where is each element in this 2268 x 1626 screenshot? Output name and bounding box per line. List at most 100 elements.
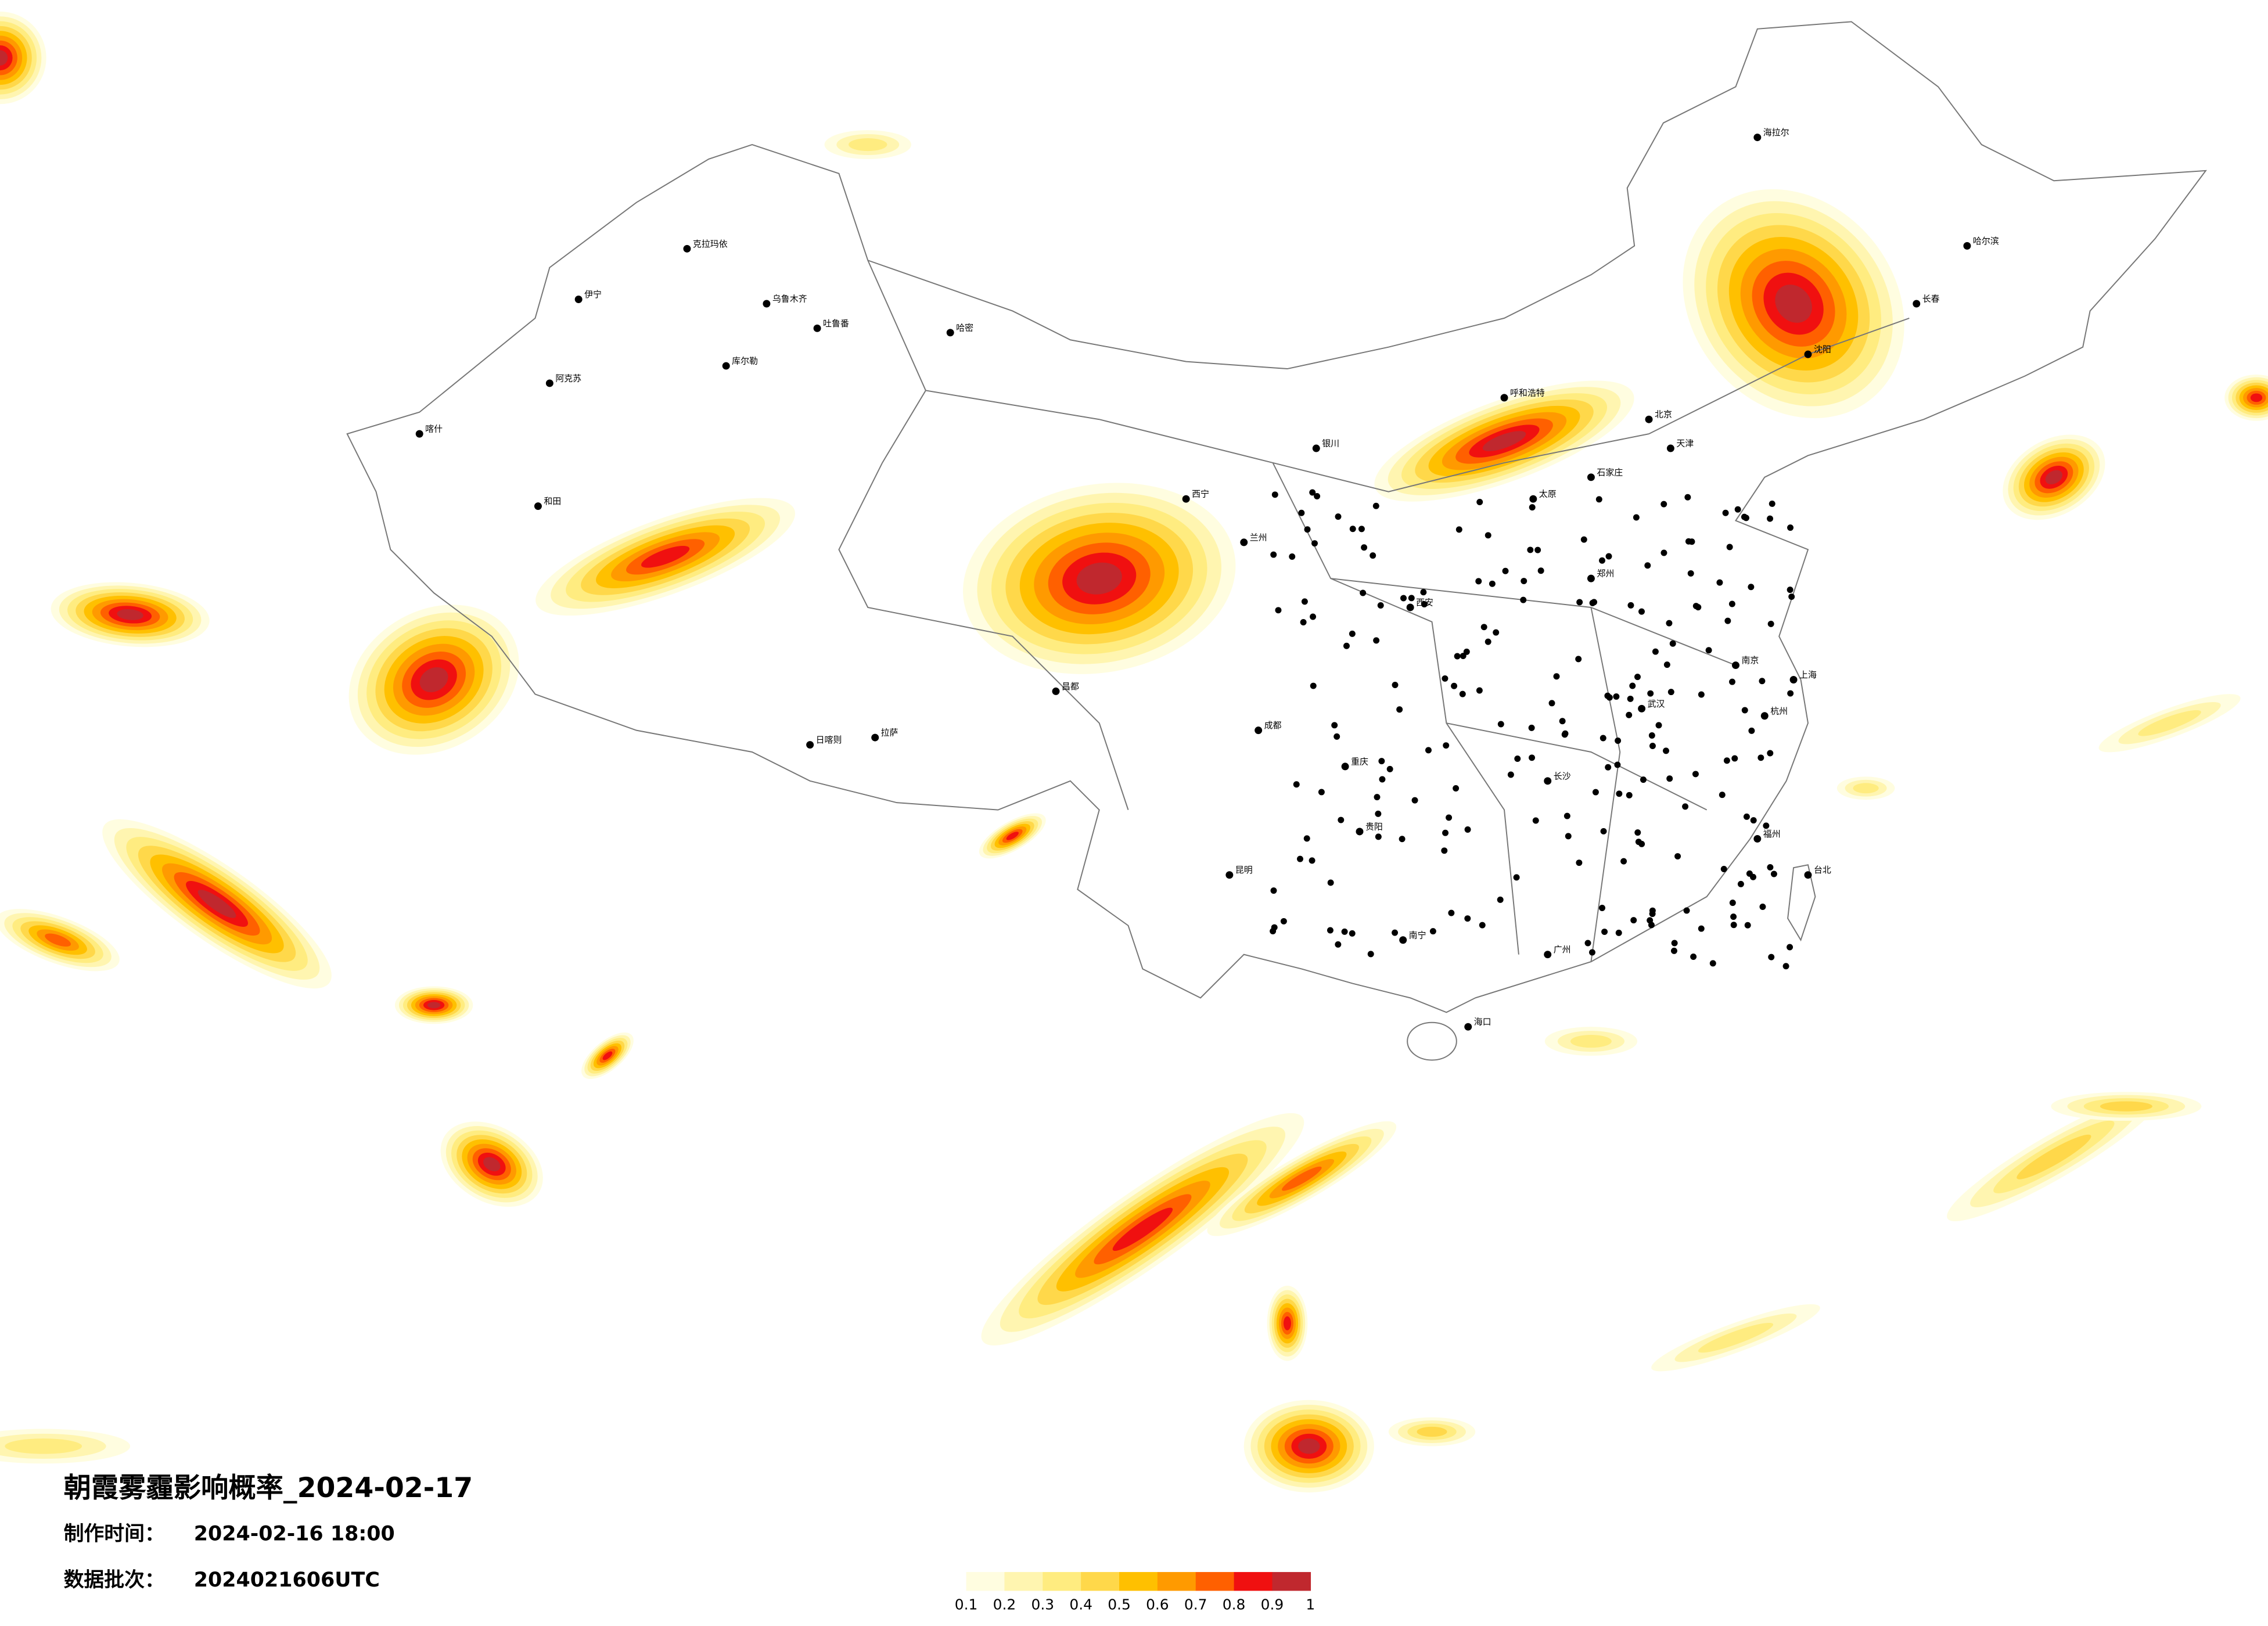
city-dot	[1360, 589, 1367, 596]
city-dot	[1648, 922, 1655, 929]
haze-area	[1775, 285, 1812, 323]
city-dot	[1709, 960, 1716, 967]
city-dot	[1400, 595, 1407, 602]
city-dot	[1255, 726, 1263, 735]
city-dot	[1372, 502, 1379, 509]
city-dot	[1767, 620, 1774, 627]
city-dot	[1615, 929, 1622, 936]
city-dot	[1311, 540, 1318, 547]
city-dot	[1768, 954, 1775, 961]
city-dot	[1297, 855, 1303, 862]
legend-tick-label: 0.2	[993, 1596, 1016, 1613]
city-dot	[1744, 922, 1751, 929]
haze-area	[1698, 1322, 1774, 1353]
batch-value: 2024021606UTC	[194, 1569, 380, 1592]
city-dot	[1358, 526, 1365, 533]
city-dot	[1289, 553, 1296, 560]
city-dot	[1601, 929, 1608, 936]
city-dot	[1804, 350, 1812, 358]
city-dot	[1534, 546, 1541, 553]
city-label: 沈阳	[1814, 344, 1831, 355]
city-label: 西安	[1416, 597, 1433, 607]
city-dot	[1767, 515, 1774, 522]
city-label: 广州	[1554, 944, 1571, 955]
city-dot	[1532, 817, 1539, 824]
city-dot	[1759, 904, 1766, 911]
city-dot	[1392, 682, 1399, 688]
city-dot	[1648, 732, 1655, 739]
legend-tick-label: 0.6	[1146, 1596, 1169, 1613]
city-dot	[1052, 687, 1060, 695]
city-label: 日喀则	[816, 735, 842, 745]
city-dot	[1683, 907, 1690, 914]
city-dot	[1750, 817, 1757, 824]
city-dot	[1411, 797, 1418, 804]
haze-area	[197, 890, 236, 918]
haze-area	[419, 667, 448, 693]
legend-tick-label: 0.5	[1108, 1596, 1131, 1613]
city-dot	[1748, 727, 1755, 734]
city-dot	[1667, 689, 1674, 696]
city-dot	[1314, 493, 1321, 500]
city-dot	[813, 324, 821, 332]
city-dot	[1338, 816, 1345, 823]
city-dot	[1529, 754, 1536, 761]
city-dot	[1730, 922, 1737, 929]
city-dot	[1373, 637, 1380, 644]
city-dot	[1634, 829, 1641, 836]
city-dot	[1688, 538, 1695, 545]
city-dot	[1441, 847, 1448, 854]
city-dot	[534, 502, 542, 510]
city-dot	[574, 296, 583, 303]
city-label: 西宁	[1192, 489, 1209, 499]
city-dot	[1720, 866, 1727, 872]
city-dot	[1698, 691, 1705, 698]
city-dot	[1782, 963, 1789, 970]
city-dot	[1425, 747, 1432, 754]
city-dot	[1741, 513, 1748, 520]
heat-layer	[0, 11, 2268, 1493]
city-dot	[1592, 789, 1599, 796]
legend-swatch	[1234, 1572, 1273, 1591]
city-dot	[722, 362, 730, 370]
city-dot	[1507, 771, 1514, 778]
city-dot	[1343, 642, 1350, 649]
city-dot	[1690, 954, 1697, 960]
city-dot	[1454, 653, 1461, 660]
city-dot	[1687, 570, 1694, 577]
city-dot	[1464, 1023, 1472, 1031]
city-dot	[1300, 619, 1307, 625]
city-dot	[1770, 870, 1777, 877]
haze-area	[427, 1002, 441, 1009]
island-outline	[1787, 864, 1816, 942]
city-label: 库尔勒	[732, 356, 758, 366]
city-dot	[1408, 595, 1415, 602]
city-dot	[1763, 822, 1770, 829]
city-dot	[1605, 764, 1612, 771]
haze-area	[1570, 1035, 1612, 1048]
city-dot	[1479, 922, 1486, 929]
haze-area	[1112, 1207, 1173, 1251]
city-dot	[1298, 509, 1305, 516]
city-dot	[1475, 578, 1482, 585]
haze-area	[641, 545, 690, 568]
city-dot	[1442, 675, 1448, 682]
city-dot	[1663, 747, 1669, 754]
city-dot	[1270, 551, 1277, 558]
city-dot	[946, 329, 954, 337]
city-dot	[1489, 580, 1496, 587]
city-label: 长春	[1922, 294, 1940, 304]
city-dot	[1604, 692, 1611, 699]
city-dot	[1341, 762, 1349, 771]
city-dot	[1429, 928, 1436, 935]
city-dot	[1670, 947, 1677, 954]
haze-area	[0, 50, 8, 66]
haze-area	[2250, 393, 2263, 402]
city-dot	[1660, 501, 1667, 508]
legend-swatch	[1043, 1572, 1081, 1591]
city-dot	[1513, 874, 1520, 881]
city-dot	[1310, 613, 1317, 620]
city-label: 上海	[1799, 670, 1817, 680]
city-label: 吐鲁番	[823, 318, 849, 329]
